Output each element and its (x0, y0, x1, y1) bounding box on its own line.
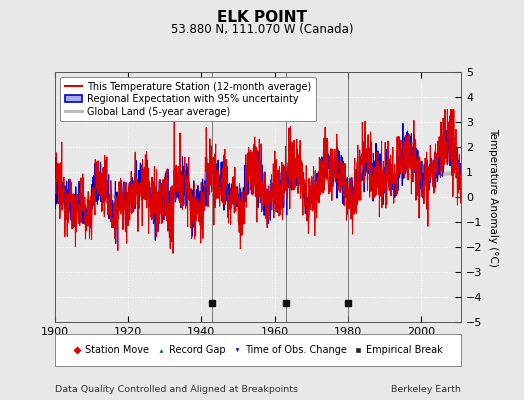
Legend: This Temperature Station (12-month average), Regional Expectation with 95% uncer: This Temperature Station (12-month avera… (60, 77, 316, 122)
Y-axis label: Temperature Anomaly (°C): Temperature Anomaly (°C) (488, 128, 498, 266)
Text: Berkeley Earth: Berkeley Earth (391, 386, 461, 394)
Text: ELK POINT: ELK POINT (217, 10, 307, 26)
FancyBboxPatch shape (55, 334, 461, 366)
Text: Data Quality Controlled and Aligned at Breakpoints: Data Quality Controlled and Aligned at B… (55, 386, 298, 394)
Legend: Station Move, Record Gap, Time of Obs. Change, Empirical Break: Station Move, Record Gap, Time of Obs. C… (70, 341, 446, 359)
Text: 53.880 N, 111.070 W (Canada): 53.880 N, 111.070 W (Canada) (171, 24, 353, 36)
